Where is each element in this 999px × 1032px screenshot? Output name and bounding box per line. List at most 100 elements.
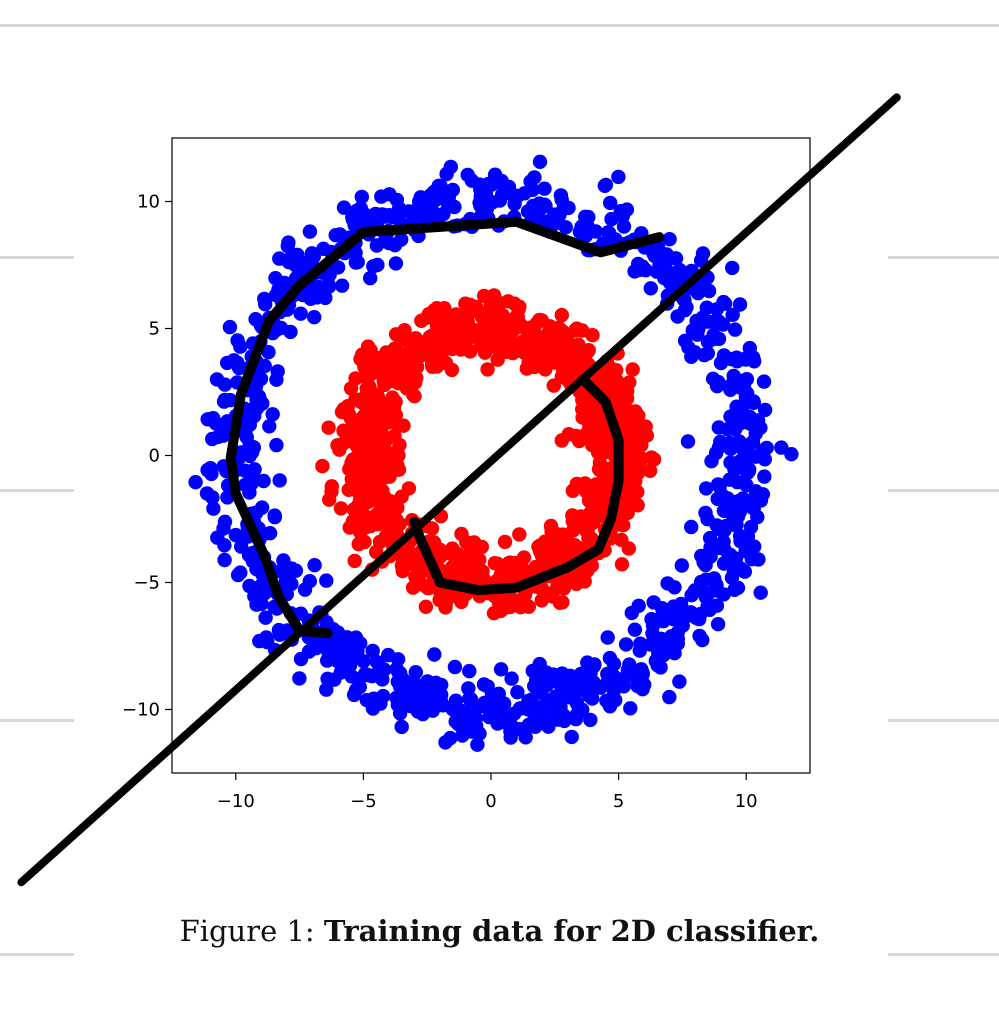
data-points [188,154,799,752]
data-point [699,589,714,604]
data-point [629,670,644,686]
data-point [258,297,273,312]
data-point [217,552,232,568]
data-point [707,571,722,586]
data-point [479,319,495,334]
data-point [244,476,259,491]
left-rule [0,953,74,956]
data-point [375,507,390,522]
data-point [512,527,527,542]
data-point [634,438,649,453]
data-point [680,434,696,449]
data-point [712,540,727,556]
data-point [533,538,548,553]
y-tick-label: −5 [133,573,160,594]
data-point [272,473,287,488]
data-point [698,505,713,521]
data-point [727,582,742,597]
y-tick-label: 5 [149,319,160,340]
data-point [548,347,563,363]
data-point [700,547,715,563]
data-point [231,358,246,374]
data-point [689,313,704,329]
data-point [347,553,362,569]
data-point [529,672,544,688]
data-point [389,661,404,677]
data-point [556,543,571,558]
data-point [436,190,451,205]
data-point [396,552,411,567]
data-point [462,297,478,312]
data-point [276,553,291,568]
y-tick-label: −10 [122,700,160,721]
data-point [554,192,569,207]
data-point [504,671,519,686]
data-point [723,455,738,470]
data-point [746,394,761,409]
data-point [627,622,643,637]
data-point [281,571,296,586]
data-point [716,294,731,310]
data-point [586,675,601,690]
data-point [458,705,473,720]
data-point [357,208,372,223]
data-point [543,518,559,534]
caption-text: Training data for 2D classifier. [323,914,820,948]
data-point [385,390,400,405]
data-point [206,501,221,516]
data-point [256,473,271,489]
data-point [336,200,352,215]
data-point [356,654,371,669]
data-point [498,344,514,359]
data-point [366,259,381,274]
data-point [524,330,539,345]
y-tick-label: 0 [149,446,160,467]
data-point [623,701,638,716]
data-point [757,402,773,418]
data-point [466,571,481,586]
data-point [473,198,488,213]
data-point [555,527,570,542]
right-rule [888,489,999,492]
hand-drawn-line [17,93,901,887]
data-point [622,657,637,672]
data-point [598,177,614,193]
data-point [332,442,347,457]
data-point [386,401,402,416]
data-point [333,501,349,516]
data-point [375,400,390,415]
data-point [702,530,718,546]
data-point [502,599,518,615]
data-point [399,346,415,361]
data-point [600,630,615,645]
data-point [302,574,317,589]
data-point [451,716,466,732]
data-point [725,307,740,322]
data-point [537,181,552,196]
data-point [334,404,350,420]
data-point [418,599,434,614]
data-point [487,291,502,307]
data-point [452,321,468,336]
data-point [343,421,359,437]
data-point [697,347,712,363]
data-point [445,341,460,357]
data-point [616,219,632,234]
data-point [200,412,215,427]
data-point [671,613,687,628]
data-point [700,334,716,350]
data-point [431,178,446,194]
data-point [606,373,621,389]
data-point [348,245,363,261]
data-point [554,307,569,323]
data-point [362,399,377,414]
data-point [238,463,253,478]
data-point [439,166,454,182]
data-point [408,665,423,680]
data-point [685,346,701,361]
data-point [277,275,292,291]
data-point [602,676,618,691]
data-point [460,167,475,183]
data-point [753,493,769,508]
data-point [513,600,528,615]
